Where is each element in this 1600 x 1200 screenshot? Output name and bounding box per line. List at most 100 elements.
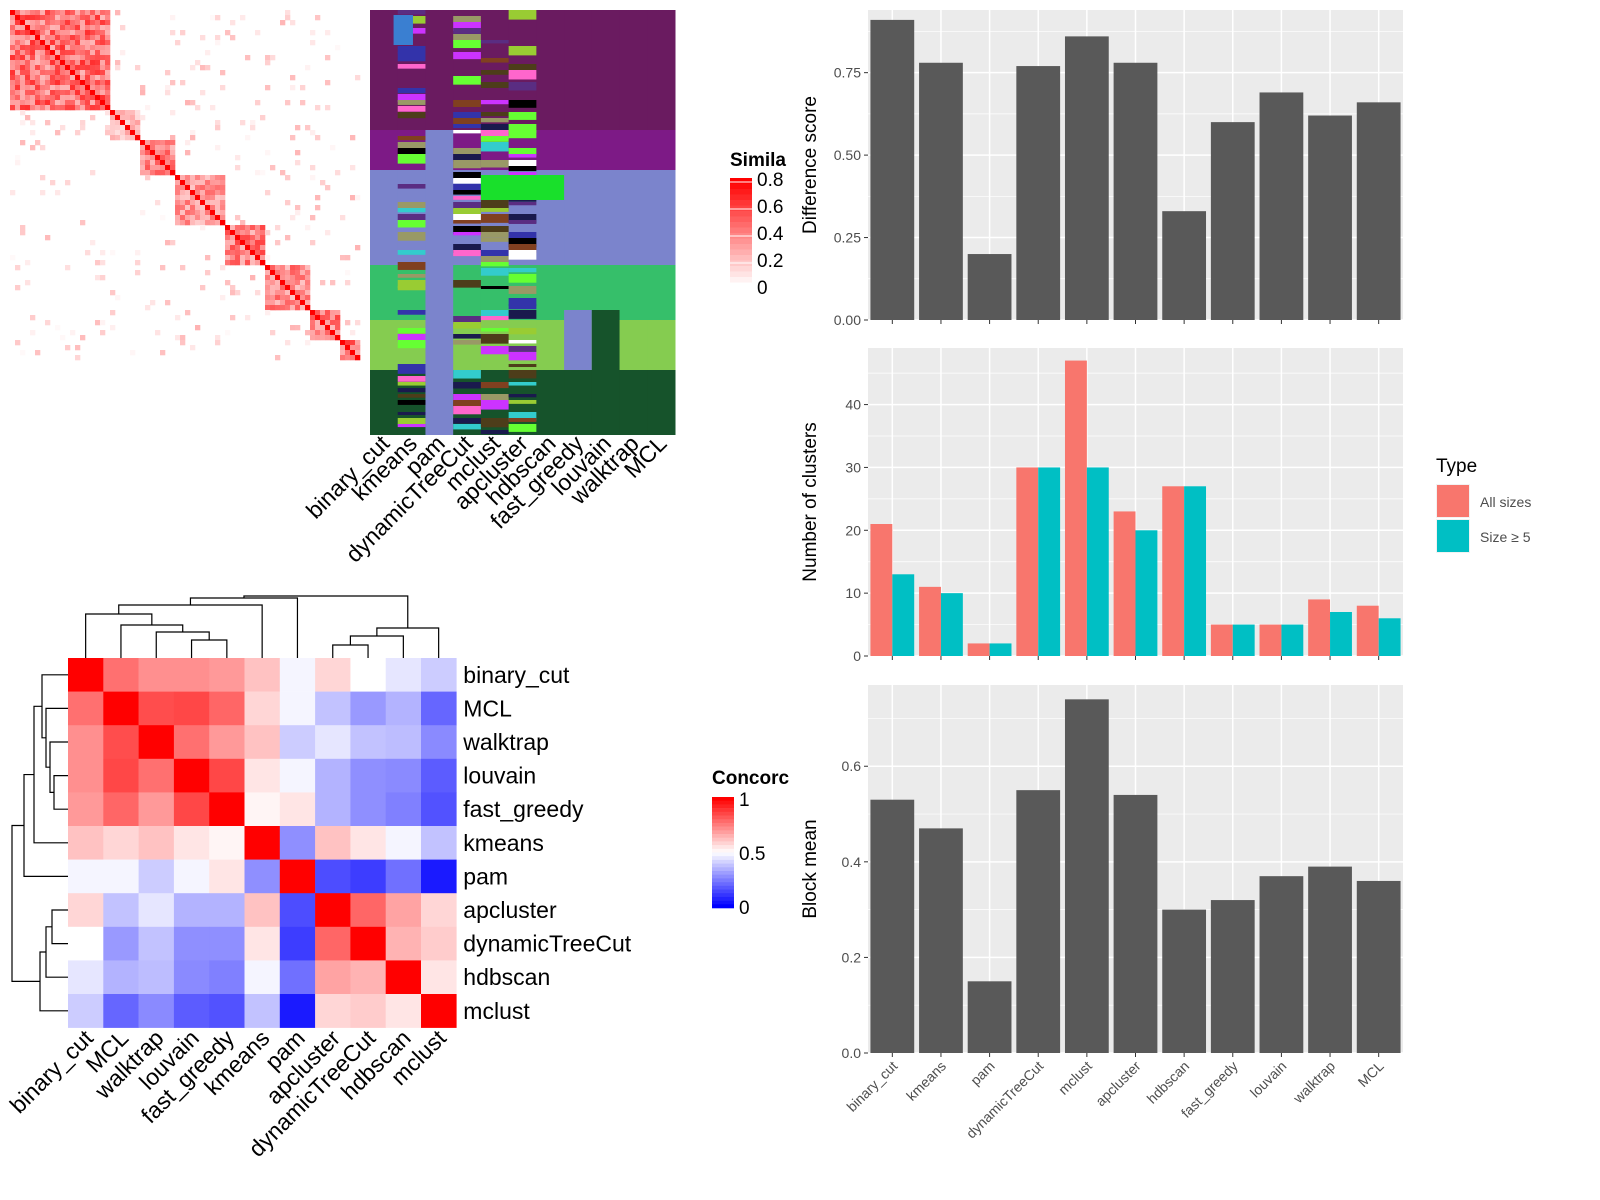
similarity-cell <box>250 245 256 251</box>
similarity-cell <box>70 45 76 51</box>
concordance-cell <box>385 994 422 1028</box>
legend-gradient-step <box>712 841 734 846</box>
row-label: dynamicTreeCut <box>463 931 631 957</box>
class-stripe <box>453 214 481 222</box>
similarity-cell <box>285 270 291 276</box>
similarity-cell <box>240 15 246 21</box>
similarity-cell <box>145 165 151 171</box>
similarity-cell <box>175 185 181 191</box>
similarity-cell <box>90 60 96 66</box>
class-stripe <box>508 286 537 294</box>
legend-gradient-step <box>712 837 734 842</box>
similarity-cell <box>150 155 156 161</box>
similarity-cell <box>80 80 86 86</box>
similarity-cell <box>10 50 16 56</box>
similarity-cell <box>145 305 151 311</box>
class-stripe <box>480 175 565 200</box>
similarity-cell <box>310 315 316 321</box>
similarity-cell <box>105 10 111 16</box>
class-stripe <box>397 64 426 69</box>
similarity-cell <box>50 180 56 186</box>
class-stripe <box>397 334 426 343</box>
similarity-cell <box>25 85 31 91</box>
y-tick-label: 0.75 <box>834 65 861 81</box>
class-stripe <box>397 52 426 62</box>
similarity-cell <box>295 270 301 276</box>
similarity-cell <box>50 40 56 46</box>
class-stripe <box>453 124 481 129</box>
similarity-cell <box>55 50 61 56</box>
similarity-cell <box>225 235 231 241</box>
similarity-cell <box>10 35 16 41</box>
similarity-cell <box>310 240 316 246</box>
similarity-cell <box>250 255 256 261</box>
similarity-cell <box>325 80 331 86</box>
similarity-cell <box>300 270 306 276</box>
concordance-cell <box>173 926 210 961</box>
similarity-cell <box>250 275 256 281</box>
similarity-cell <box>190 175 196 181</box>
similarity-cell <box>305 295 311 301</box>
similarity-cell <box>230 20 236 26</box>
bar <box>870 799 915 1053</box>
similarity-cell <box>35 75 41 81</box>
concordance-cell <box>315 826 351 860</box>
similarity-cell <box>20 110 26 116</box>
similarity-cell <box>200 180 206 186</box>
bar <box>967 254 1012 320</box>
similarity-cell <box>240 230 246 236</box>
similarity-cell <box>225 330 231 336</box>
similarity-cell <box>195 210 201 216</box>
class-stripe <box>453 28 481 34</box>
class-stripe <box>453 250 481 257</box>
similarity-cell <box>60 60 66 66</box>
concordance-cell <box>279 893 316 928</box>
similarity-cell <box>20 15 26 21</box>
similarity-cell <box>275 295 281 301</box>
similarity-cell <box>295 275 301 281</box>
similarity-cell <box>200 225 206 231</box>
class-band <box>564 370 593 410</box>
similarity-cell <box>270 55 276 61</box>
class-band <box>480 320 510 370</box>
similarity-cell <box>280 275 286 281</box>
similarity-cell <box>75 100 81 106</box>
class-stripe <box>453 184 481 191</box>
similarity-cell <box>100 20 106 26</box>
similarity-cell <box>95 45 101 51</box>
similarity-cell <box>60 80 66 86</box>
class-stripe <box>508 112 537 120</box>
similarity-cell <box>220 185 226 191</box>
similarity-cell <box>85 25 91 31</box>
x-tick-label: binary_cut <box>843 1058 900 1115</box>
similarity-cell <box>265 290 271 296</box>
similarity-cell <box>80 105 86 111</box>
similarity-cell <box>270 305 276 311</box>
similarity-cell <box>10 45 16 51</box>
bar <box>1016 66 1061 320</box>
similarity-cell <box>25 65 31 71</box>
similarity-cell <box>35 50 41 56</box>
concordance-cell <box>68 926 104 961</box>
similarity-cell <box>155 200 161 206</box>
similarity-cell <box>35 70 41 76</box>
similarity-cell <box>75 45 81 51</box>
similarity-cell <box>70 95 76 101</box>
concordance-cell <box>138 658 175 692</box>
similarity-cell <box>335 335 341 341</box>
similarity-cell <box>340 350 346 356</box>
class-stripe <box>397 136 426 141</box>
similarity-cell <box>230 250 236 256</box>
similarity-cell <box>270 290 276 296</box>
similarity-cell <box>70 85 76 91</box>
similarity-cell <box>95 105 101 111</box>
legend-gradient-step <box>730 194 752 201</box>
similarity-cell <box>190 135 196 141</box>
similarity-cell <box>25 40 31 46</box>
similarity-cell <box>70 330 76 336</box>
similarity-cell <box>115 120 121 126</box>
similarity-cell <box>240 220 246 226</box>
concordance-cell <box>138 893 175 928</box>
similarity-cell <box>280 305 286 311</box>
class-stripe <box>453 196 481 200</box>
